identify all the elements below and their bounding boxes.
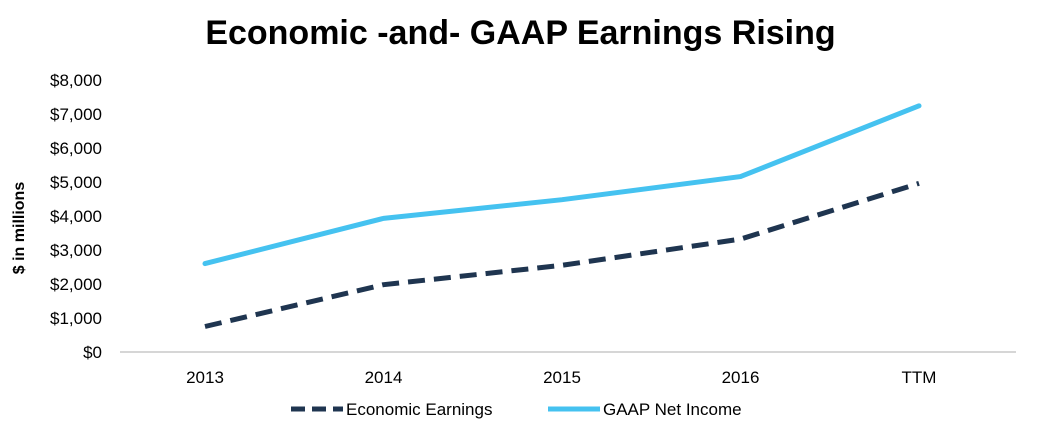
legend-label: GAAP Net Income bbox=[603, 400, 742, 419]
legend-label: Economic Earnings bbox=[346, 400, 492, 419]
y-tick-label: $0 bbox=[83, 343, 102, 362]
axis-layer: $0 $1,000 $2,000 $3,000 $4,000 $5,000 $6,000 $7… bbox=[50, 71, 1016, 387]
x-tick-label: 2013 bbox=[186, 368, 224, 387]
y-tick-label: $8,000 bbox=[50, 71, 102, 90]
series-line-0 bbox=[204, 180, 920, 329]
x-tick-label: 2016 bbox=[722, 368, 760, 387]
legend: Economic Earnings GAAP Net Income bbox=[291, 400, 742, 419]
y-tick-label: $3,000 bbox=[50, 241, 102, 260]
x-tick-label: TTM bbox=[902, 368, 937, 387]
series-layer bbox=[202, 103, 922, 329]
y-tick-label: $6,000 bbox=[50, 139, 102, 158]
y-tick-label: $4,000 bbox=[50, 207, 102, 226]
x-tick-label: 2015 bbox=[543, 368, 581, 387]
y-tick-label: $1,000 bbox=[50, 309, 102, 328]
y-tick-label: $2,000 bbox=[50, 275, 102, 294]
chart-title: Economic -and- GAAP Earnings Rising bbox=[205, 14, 836, 52]
y-tick-label: $7,000 bbox=[50, 105, 102, 124]
series-line-1 bbox=[202, 103, 922, 267]
x-tick-label: 2014 bbox=[365, 368, 403, 387]
y-tick-label: $5,000 bbox=[50, 173, 102, 192]
